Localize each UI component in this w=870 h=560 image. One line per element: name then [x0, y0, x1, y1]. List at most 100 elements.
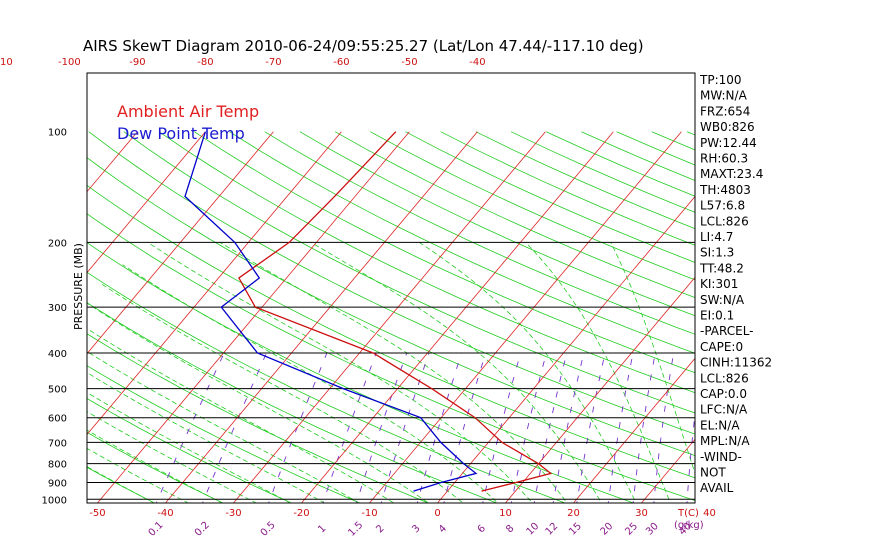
legend-temp-label: Ambient Air Temp: [117, 102, 259, 121]
dry-adiabat-line: [87, 271, 567, 503]
mixing-ratio-label: 1: [316, 523, 328, 535]
moist-adiabat-line: [610, 242, 695, 475]
mixing-ratio-label: 6: [476, 523, 488, 535]
mixing-ratio-label: 1.5: [346, 520, 365, 539]
mixing-ratio-line: [380, 352, 430, 503]
dry-adiabat-line: [158, 131, 695, 394]
stability-index-text: SW:N/A: [700, 293, 745, 307]
moist-adiabat-line: [87, 302, 430, 503]
mixing-ratio-line: [155, 352, 225, 503]
temperature-tick-label: 20: [567, 508, 580, 519]
isotherm-line: [842, 132, 870, 507]
dry-adiabat-line: [194, 131, 695, 374]
mixing-ratio-unit-label: (g/kg): [674, 520, 704, 531]
moist-adiabat-line: [87, 372, 326, 503]
isotherm-line: [640, 438, 695, 503]
mixing-ratio-line: [322, 352, 377, 503]
temperature-profile-line: [238, 131, 553, 492]
pressure-tick-labels: 100 200 300 400 500 600 700 800 900 1000: [42, 128, 67, 507]
mixing-ratio-line: [268, 352, 328, 503]
isotherm-line: [0, 132, 1, 507]
stability-index-text: AVAIL: [700, 481, 734, 495]
isotherm-line: [87, 131, 342, 436]
dry-adiabat-line: [88, 131, 695, 435]
isotherm-line: [0, 132, 69, 507]
moist-adiabat-line: [219, 242, 568, 503]
moist-adiabat-line: [147, 242, 534, 503]
top-temperature-tick-label: -60: [333, 57, 349, 68]
moist-adiabat-line: [525, 242, 671, 503]
chart-title: AIRS SkewT Diagram 2010-06-24/09:55:25.2…: [83, 37, 644, 55]
mixing-ratio-line: [533, 352, 568, 503]
top-temperature-tick-label: -80: [197, 57, 213, 68]
mixing-ratio-label: 2: [374, 523, 386, 535]
isotherm-line: [87, 131, 206, 274]
moist-adiabat-line: [87, 351, 360, 503]
temperature-tick-labels: -50 -40 -30 -20 -10 0 10 20 30 40: [89, 508, 716, 519]
pressure-tick-label: 800: [48, 460, 67, 471]
mixing-ratio-line: [607, 352, 634, 503]
temperature-tick-label: -10: [361, 508, 377, 519]
temperature-tick-label: -40: [157, 508, 173, 519]
temperature-tick-label: -50: [89, 508, 105, 519]
dry-adiabats: [87, 131, 870, 507]
dry-adiabat-line: [229, 131, 695, 354]
stability-index-text: CAPE:0: [700, 340, 743, 354]
dry-adiabat-line: [87, 431, 224, 503]
mixing-ratio-line: [632, 352, 656, 503]
dry-adiabat-line: [87, 242, 635, 503]
stability-index-text: WB0:826: [700, 120, 755, 134]
mixing-ratio-line: [576, 352, 606, 503]
dry-adiabat-line: [123, 131, 695, 414]
stability-index-text: -PARCEL-: [700, 324, 754, 338]
moist-adiabat-line: [87, 466, 156, 503]
moist-adiabat-line: [101, 283, 464, 503]
plot-frame: [86, 72, 696, 504]
top-temperature-tick-labels: -120-110-100-90-80-70-60-50-40: [0, 57, 486, 68]
temperature-tick-label: 30: [635, 508, 648, 519]
mixing-ratio-line: [443, 352, 487, 503]
isotherm-line: [774, 132, 870, 507]
pressure-tick-label: 400: [48, 349, 67, 360]
stability-index-text: TP:100: [699, 73, 742, 87]
mixing-ratio-label: 3: [410, 523, 422, 535]
isotherm-line: [87, 131, 138, 193]
isotherms: [0, 131, 870, 507]
stability-index-text: LCL:826: [700, 371, 749, 385]
mixing-ratio-line: [552, 352, 585, 503]
mixing-ratio-label: 25: [623, 521, 640, 538]
dry-adiabat-line: [87, 184, 695, 479]
top-temperature-tick-label: -90: [129, 57, 145, 68]
stability-index-text: LI:4.7: [700, 230, 733, 244]
mixing-ratio-line: [686, 410, 695, 503]
pressure-tick-label: 600: [48, 414, 67, 425]
moist-adiabat-line: [87, 411, 257, 503]
y-axis-label: PRESSURE (MB): [72, 243, 85, 330]
moist-adiabat-line: [87, 429, 223, 503]
top-temperature-tick-label: -70: [265, 57, 281, 68]
stability-index-text: LCL:826: [700, 214, 749, 228]
dry-adiabat-line: [757, 132, 870, 507]
temperature-tick-label: 10: [499, 508, 512, 519]
dry-adiabat-line: [510, 131, 695, 213]
moist-adiabat-line: [419, 242, 637, 503]
mixing-ratio-line: [201, 352, 267, 503]
stability-index-text: MAXT:23.4: [700, 167, 763, 181]
pressure-tick-label: 500: [48, 385, 67, 396]
mixing-ratio-line: [416, 352, 463, 503]
isotherm-line: [87, 131, 274, 355]
top-temperature-tick-label: -110: [0, 57, 13, 68]
dry-adiabat-line: [334, 131, 695, 298]
top-temperature-tick-label: -40: [469, 57, 485, 68]
dry-adiabat-line: [405, 131, 695, 263]
stability-index-text: RH:60.3: [700, 152, 748, 166]
isotherm-line: [572, 357, 695, 503]
stability-index-text: TT:48.2: [699, 261, 744, 275]
stability-index-text: SI:1.3: [700, 246, 734, 260]
dry-adiabat-line: [87, 466, 156, 503]
isobars: [87, 241, 695, 500]
isotherm-line: [164, 131, 478, 503]
temperature-tick-label: -30: [225, 508, 241, 519]
moist-adiabat-line: [87, 447, 189, 503]
